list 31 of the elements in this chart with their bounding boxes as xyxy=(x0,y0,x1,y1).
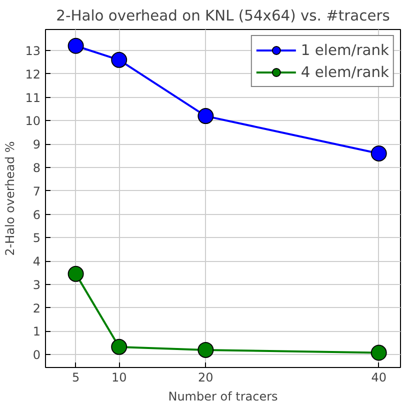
point xyxy=(111,338,128,355)
point xyxy=(370,145,387,162)
x-tick-label: 5 xyxy=(72,370,80,384)
y-tick-label: 9 xyxy=(32,138,41,152)
y-tick-label: 10 xyxy=(25,114,41,128)
point xyxy=(68,38,84,54)
point xyxy=(370,344,387,361)
legend-label: 1 elem/rank xyxy=(300,42,389,58)
y-tick-label: 5 xyxy=(32,231,41,246)
x-tick-label: 10 xyxy=(111,370,127,384)
y-tick-label: 0 xyxy=(32,348,41,362)
chart-title: 2-Halo overhead on KNL (54x64) vs. #tracers xyxy=(56,8,390,24)
y-tick-label: 2 xyxy=(32,301,41,316)
y-tick-label: 12 xyxy=(25,67,41,82)
x-tick-label: 20 xyxy=(198,370,214,384)
point xyxy=(198,342,214,358)
y-tick-label: 1 xyxy=(32,324,41,339)
y-tick-label: 4 xyxy=(32,254,41,269)
y-tick-label: 8 xyxy=(32,161,41,176)
point xyxy=(198,108,214,124)
point xyxy=(111,52,128,68)
y-tick-label: 6 xyxy=(32,208,41,222)
x-axis-title: Number of tracers xyxy=(168,390,278,404)
x-tick-label: 40 xyxy=(371,370,386,384)
y-tick-label: 3 xyxy=(32,278,41,292)
y-tick-label: 7 xyxy=(32,184,41,198)
legend-label: 4 elem/rank xyxy=(300,64,389,80)
y-tick-label: 13 xyxy=(25,44,41,58)
y-axis-title: 2-Halo overhead % xyxy=(3,141,18,256)
point xyxy=(68,266,84,282)
y-tick-label: 11 xyxy=(25,90,41,105)
